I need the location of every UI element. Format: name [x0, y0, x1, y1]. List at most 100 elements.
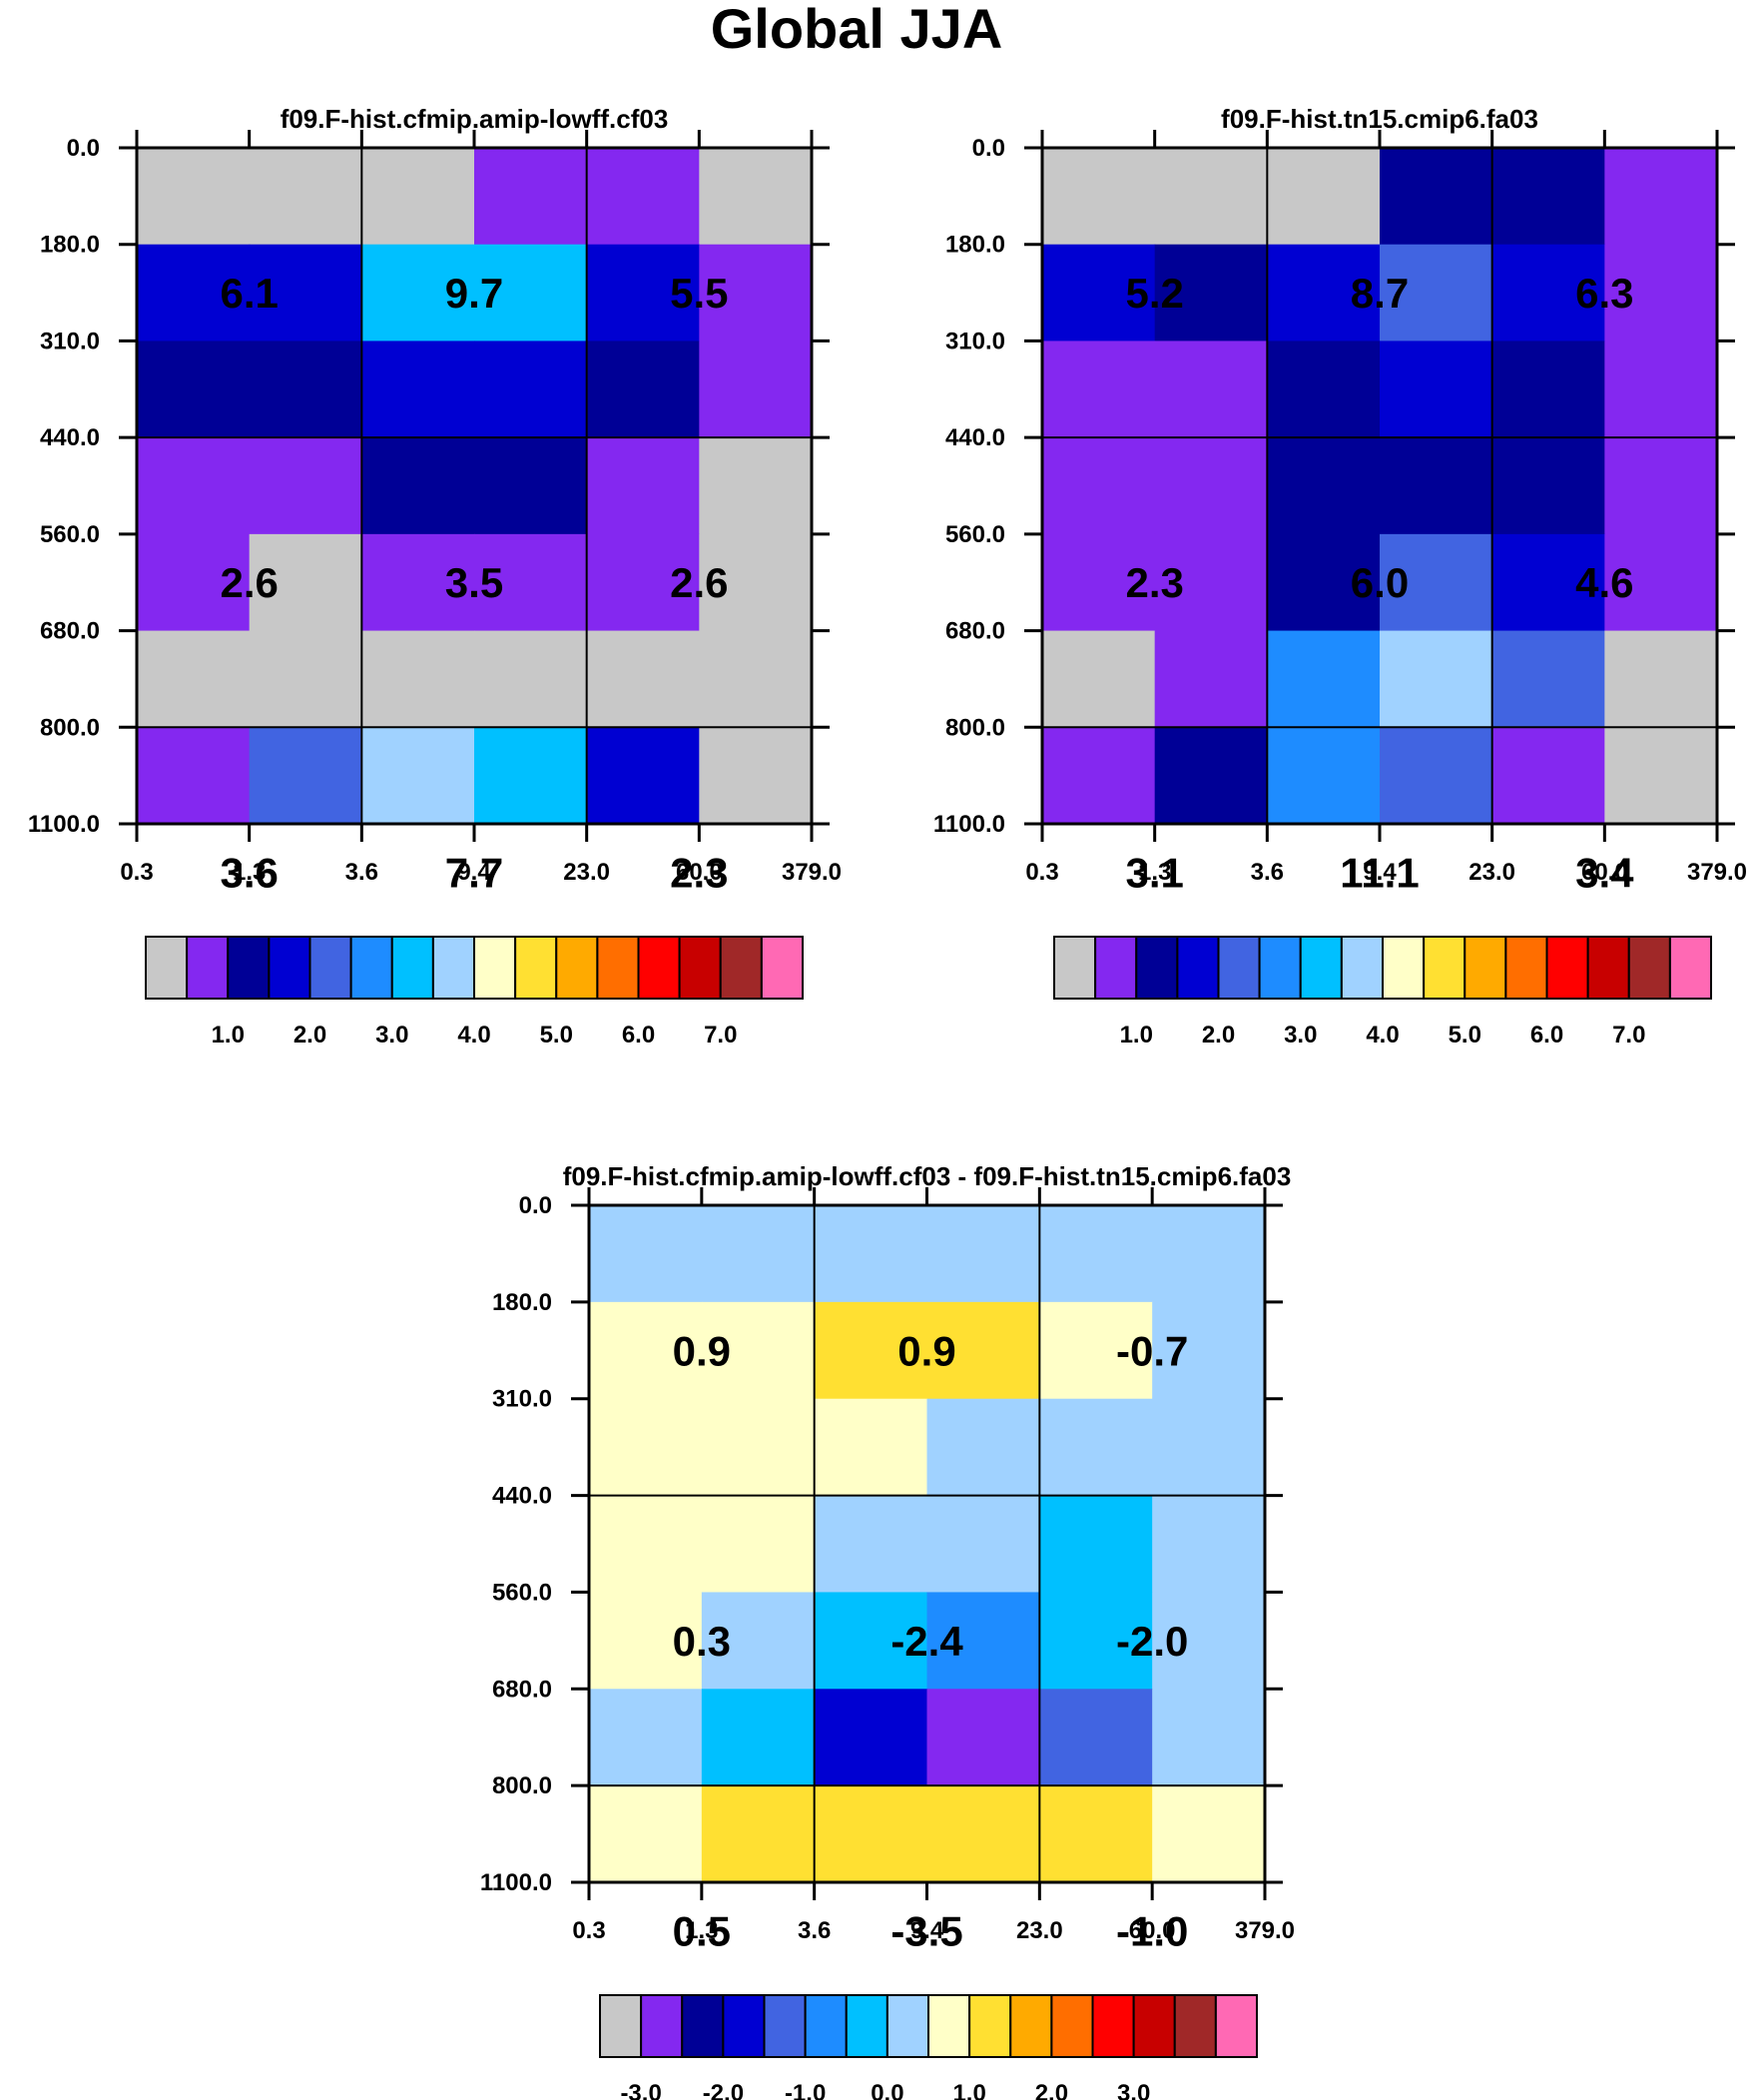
- colorbar-swatch: [1091, 1994, 1135, 2058]
- box-value-label: 6.0: [1351, 559, 1409, 606]
- heatmap-cell: [1039, 1689, 1153, 1786]
- box-value-label: 0.3: [673, 1618, 731, 1665]
- heatmap-cell: [1267, 244, 1381, 343]
- heatmap-cell: [1604, 244, 1718, 343]
- figure-title: Global JJA: [711, 0, 1003, 60]
- y-tick-label: 1100.0: [28, 811, 100, 838]
- x-tick-label: 60.0: [1129, 1917, 1176, 1944]
- box-value-label: 2.3: [670, 849, 728, 896]
- y-tick-label: 440.0: [492, 1483, 552, 1510]
- box-value-label: -1.0: [1116, 1907, 1188, 1954]
- heatmap-cell: [699, 727, 813, 825]
- heatmap-cell: [1267, 148, 1381, 246]
- heatmap-cell: [1491, 341, 1605, 438]
- heatmap-cell: [814, 1495, 928, 1594]
- heatmap-cell: [1152, 1592, 1266, 1690]
- box-value-label: 3.5: [445, 559, 503, 606]
- heatmap-cell: [586, 630, 700, 728]
- y-tick-label: 680.0: [945, 618, 1005, 645]
- heatmap-cell: [1380, 727, 1493, 825]
- heatmap-cell: [474, 437, 588, 535]
- heatmap-cell: [137, 727, 251, 825]
- y-tick-label: 560.0: [492, 1579, 552, 1606]
- panel-2: f09.F-hist.tn15.cmip6.fa03 5.2 8.7 6.3 2.3 6.…: [933, 104, 1747, 1049]
- colorbar-label: 2.0: [1202, 1022, 1235, 1049]
- heatmap-cell: [589, 1689, 703, 1786]
- y-tick-label: 310.0: [492, 1386, 552, 1413]
- box-value-label: 3.4: [1575, 849, 1634, 896]
- x-tick-label: 3.6: [798, 1917, 831, 1944]
- colorbar-label: 6.0: [1530, 1022, 1563, 1049]
- heatmap-cell: [1267, 437, 1381, 535]
- heatmap-cell: [1152, 1398, 1266, 1497]
- colorbar-swatch: [845, 1994, 888, 2058]
- heatmap-cell: [589, 1205, 703, 1303]
- x-tick-label: 379.0: [782, 859, 842, 886]
- colorbar-label: 4.0: [1366, 1022, 1399, 1049]
- box-value-label: -2.4: [890, 1618, 963, 1665]
- heatmap-cell: [1042, 630, 1156, 728]
- y-tick-label: 0.0: [972, 135, 1005, 162]
- heatmap-cell: [814, 1205, 928, 1303]
- colorbar-swatch: [637, 936, 681, 1000]
- y-tick-label: 800.0: [40, 714, 100, 741]
- colorbar: 1.0 2.0 3.0 4.0 5.0 6.0 7.0: [145, 936, 804, 1049]
- colorbar-swatch: [473, 936, 517, 1000]
- x-tick-label: 1.3: [1138, 859, 1171, 886]
- heatmap-cell: [926, 1495, 1040, 1594]
- heatmap-cell: [699, 244, 813, 343]
- heatmap-cell: [701, 1785, 816, 1883]
- x-tick-label: 60.0: [1581, 859, 1628, 886]
- heatmap-cell: [699, 148, 813, 246]
- x-tick-label: 0.3: [120, 859, 153, 886]
- heatmap-cell: [137, 533, 251, 632]
- panel-3: f09.F-hist.cfmip.amip-lowff.cf03 - f09.F…: [480, 1161, 1295, 2100]
- box-value-label: 3.6: [220, 849, 278, 896]
- x-tick-label: 0.3: [1025, 859, 1058, 886]
- colorbar-swatch: [431, 936, 475, 1000]
- heatmap-cell: [1491, 148, 1605, 246]
- colorbar-label: 6.0: [622, 1022, 655, 1049]
- heatmap-cell: [814, 1398, 928, 1497]
- colorbar-swatch: [640, 1994, 684, 2058]
- y-tick-label: 800.0: [492, 1772, 552, 1799]
- heatmap-cell: [1380, 437, 1493, 535]
- panel-title: f09.F-hist.cfmip.amip-lowff.cf03: [281, 104, 669, 134]
- y-tick-label: 180.0: [945, 232, 1005, 259]
- heatmap-cell: [1152, 1301, 1266, 1400]
- heatmap-cell: [1042, 148, 1156, 246]
- colorbar-swatch: [681, 1994, 725, 2058]
- heatmap-cell: [1380, 341, 1493, 438]
- heatmap-cell: [699, 437, 813, 535]
- y-tick-label: 180.0: [492, 1289, 552, 1316]
- heatmap-cell: [1154, 148, 1268, 246]
- heatmap-cell: [137, 630, 251, 728]
- colorbar-label: -1.0: [785, 2080, 826, 2100]
- heatmap-cell: [1042, 244, 1156, 343]
- colorbar-label: 1.0: [1120, 1022, 1153, 1049]
- heatmap-cell: [1491, 727, 1605, 825]
- colorbar-label: 0.0: [871, 2080, 903, 2100]
- heatmap-cell: [586, 341, 700, 438]
- colorbar-label: 2.0: [1035, 2080, 1068, 2100]
- heatmap-cell: [249, 148, 362, 246]
- y-tick-label: 310.0: [945, 328, 1005, 354]
- x-tick-label: 9.4: [1363, 859, 1397, 886]
- heatmap-cell: [249, 727, 362, 825]
- box-value-label: 2.3: [1125, 559, 1183, 606]
- box-value-label: 5.5: [670, 270, 728, 317]
- colorbar-swatch: [968, 1994, 1012, 2058]
- heatmap-cell: [361, 244, 475, 343]
- colorbar-swatch: [1050, 1994, 1094, 2058]
- colorbar-swatch: [186, 936, 230, 1000]
- colorbar-swatch: [1627, 936, 1671, 1000]
- box-value-label: 3.1: [1125, 849, 1183, 896]
- x-tick-label: 9.4: [457, 859, 491, 886]
- heatmap-cell: [1152, 1689, 1266, 1786]
- colorbar-swatch: [1053, 936, 1097, 1000]
- heatmap-cell: [361, 341, 475, 438]
- heatmap-cell: [699, 533, 813, 632]
- heatmap-cell: [137, 244, 251, 343]
- y-tick-label: 800.0: [945, 714, 1005, 741]
- box-value-label: 2.6: [670, 559, 728, 606]
